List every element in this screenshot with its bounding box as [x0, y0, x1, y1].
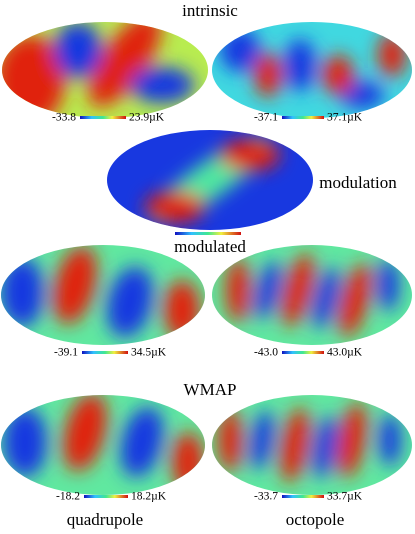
map-blob	[54, 22, 102, 78]
map-bg	[212, 395, 412, 495]
map-blob	[226, 258, 250, 322]
colorbar-scale	[282, 116, 324, 119]
map-blob	[120, 406, 164, 478]
map-blob	[254, 260, 282, 320]
colorbar-max: 18.2µK	[131, 491, 167, 503]
colorbar-min: -33.8	[52, 112, 76, 124]
map-blob	[63, 395, 107, 471]
colorbar-max: 33.7µK	[327, 491, 363, 503]
map-blob	[337, 402, 367, 478]
colorbar-min: -39.1	[54, 347, 78, 359]
colorbar-min: -43.0	[254, 347, 278, 359]
map-blob	[172, 432, 204, 492]
colorbar-scale	[82, 351, 128, 354]
colorbar-scale	[80, 116, 126, 119]
heading: intrinsic	[182, 1, 238, 20]
map-blob	[280, 407, 310, 483]
map-blob	[249, 410, 275, 470]
map-blob	[377, 259, 399, 311]
colorbar-max: 37.1µK	[327, 112, 363, 124]
colorbar-scale	[175, 232, 241, 235]
map-blob	[312, 266, 340, 330]
map-blob	[220, 139, 280, 171]
colorbar-max: 43.0µK	[327, 347, 363, 359]
colorbar-scale	[282, 351, 324, 354]
heading: modulated	[174, 237, 246, 256]
map-blob	[322, 55, 354, 95]
map-blob	[284, 39, 316, 91]
sky-map	[1, 245, 205, 345]
sky-map	[212, 395, 412, 495]
colorbar-max: 23.9µK	[129, 112, 165, 124]
colorbar-min: -33.7	[254, 491, 278, 503]
map-blob	[145, 191, 205, 223]
map-blob	[3, 407, 47, 477]
map-blob	[312, 415, 338, 479]
map-blob	[340, 81, 384, 109]
sky-map	[2, 22, 208, 118]
sky-map	[212, 22, 412, 118]
map-blob	[220, 28, 260, 72]
map-blob	[88, 22, 162, 107]
map-blob	[1, 257, 44, 327]
sky-map	[1, 395, 205, 495]
colorbar-min: -37.1	[254, 112, 278, 124]
colorbar-max: 34.5µK	[131, 347, 167, 359]
colorbar: -33.8 23.9µK -37.1 37.1µK	[52, 112, 363, 124]
sky-map	[212, 245, 412, 345]
map-blob	[106, 266, 154, 338]
map-blob	[218, 408, 242, 472]
map-blob	[254, 53, 282, 97]
map-blob	[130, 67, 194, 103]
map-blob	[379, 414, 401, 466]
colorbar: -18.2 18.2µK -33.7 33.7µK	[56, 491, 363, 503]
map-blob	[282, 253, 314, 327]
heading: modulation	[319, 173, 397, 192]
map-blob	[164, 280, 200, 340]
heading: WMAP	[184, 380, 237, 399]
map-blob	[378, 33, 406, 77]
colorbar-scale	[282, 495, 324, 498]
caption: quadrupole	[67, 510, 143, 529]
colorbar: -39.1 34.5µK -43.0 43.0µK	[54, 347, 363, 359]
map-blob	[53, 246, 97, 324]
caption: octopole	[286, 510, 345, 529]
colorbar-scale	[84, 495, 128, 498]
sky-map	[107, 130, 313, 230]
colorbar-min: -18.2	[56, 491, 80, 503]
map-blob	[339, 263, 371, 337]
